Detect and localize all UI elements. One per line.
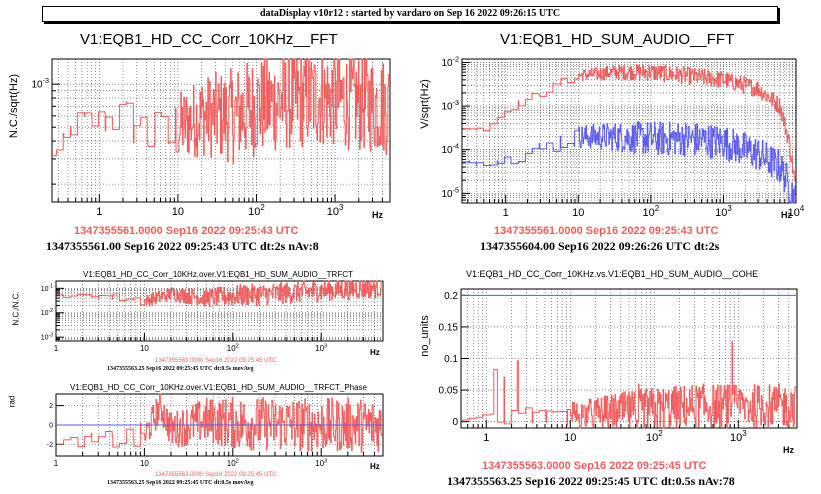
p5-ytick-label: 0	[452, 417, 458, 428]
p2-ytick-label: 10-2	[441, 54, 459, 69]
p5-ytick-label: 0.15	[439, 322, 459, 333]
p2-ytick-label: 10-5	[441, 185, 459, 200]
p3-xtick-label: 1	[54, 344, 59, 353]
p2-xtick-label: 102	[643, 204, 660, 219]
p5-xtick-label: 1	[483, 432, 489, 444]
p1-xtick-label: 10	[172, 206, 184, 218]
panel4-stamp-black: 1347355563.25 Sep16 2022 09:25:45 UTC dt…	[107, 480, 254, 486]
p4-chart: 1 10 102 103 -2 0 2	[47, 393, 384, 468]
p3-chart: 1 10 102 103 10-3 10-2 10-1	[41, 280, 384, 353]
panel1-stamp-black: 1347355561.00 Sep16 2022 09:25:43 UTC dt…	[46, 239, 319, 253]
p1-series-CC_Corr	[53, 58, 389, 164]
p5-xtick-label: 103	[730, 429, 747, 444]
p4-series-Phase	[57, 393, 383, 453]
panel4-xunit: Hz	[370, 462, 380, 471]
p4-xtick-label: 102	[227, 458, 239, 468]
p4-ytick-label: 2	[49, 403, 53, 410]
panel2-stamp-red: 1347355561.0000 Sep16 2022 09:25:43 UTC	[494, 225, 719, 237]
p2-ytick-label: 10-3	[441, 98, 459, 113]
p3-xtick-label: 10	[140, 344, 149, 353]
panel5-xunit: Hz	[783, 445, 794, 455]
p1-xtick-label: 103	[327, 203, 344, 218]
p5-series-COHE	[462, 341, 797, 429]
p5-xtick-label: 10	[564, 432, 576, 444]
p5-ytick-label: 0.2	[444, 291, 458, 302]
p1-xtick-label: 1	[96, 206, 102, 218]
panel3-title: V1:EQB1_HD_CC_Corr_10KHz.over.V1:EQB1_HD…	[83, 270, 353, 279]
panel4-stamp-red: 1347355563.0000 Sep16 2022 09:25:45 UTC	[155, 472, 277, 478]
p3-ytick-label: 10-2	[41, 308, 53, 317]
p5-ytick-label: 0.05	[439, 386, 459, 397]
p5-xtick-label: 102	[646, 429, 663, 444]
p4-ytick-label: 0	[49, 422, 53, 429]
p2-series-SUM_AUDIO	[463, 63, 796, 182]
p4-xtick-label: 10	[140, 459, 149, 468]
p3-xtick-label: 103	[315, 343, 327, 353]
panel3-stamp-red: 1347355563.0000 Sep16 2022 09:25:45 UTC	[155, 358, 277, 364]
panel2-xunit: Hz	[781, 210, 792, 220]
p3-ytick-label: 10-3	[41, 333, 53, 342]
p3-xtick-label: 102	[227, 343, 239, 353]
p4-xtick-label: 1	[54, 459, 59, 468]
panel1-stamp-red: 1347355561.0000 Sep16 2022 09:25:43 UTC	[74, 225, 299, 237]
panel4-title: V1:EQB1_HD_CC_Corr_10KHz.over.V1:EQB1_HD…	[70, 383, 368, 392]
p4-ytick-label: -2	[47, 442, 53, 449]
panel5-stamp-red: 1347355563.0000 Sep16 2022 09:25:45 UTC	[482, 460, 707, 472]
panel2-title: V1:EQB1_HD_SUM_AUDIO__FFT	[500, 31, 735, 48]
p2-xtick-label: 10	[572, 207, 584, 219]
panel2-stamp-black: 1347355604.00 Sep16 2022 09:26:26 UTC dt…	[480, 239, 720, 253]
p2-ytick-label: 10-4	[441, 142, 459, 157]
panel1-xunit: Hz	[372, 210, 383, 220]
p1-xtick-label: 102	[248, 203, 265, 218]
p4-xtick-label: 103	[315, 458, 327, 468]
panel3-xunit: Hz	[370, 348, 380, 357]
p3-series-TRFCT	[57, 280, 383, 308]
panel5-stamp-black: 1347355563.25 Sep16 2022 09:25:45 UTC dt…	[447, 474, 735, 488]
p3-ytick-label: 10-1	[41, 284, 53, 293]
p1-ytick-label: 10-3	[31, 76, 49, 91]
p2-chart: 1 10 102 103 104 10-5 10-4 10-3 10-2	[441, 54, 804, 219]
panel1-title: V1:EQB1_HD_CC_Corr_10KHz__FFT	[80, 31, 338, 48]
p2-xtick-label: 1	[503, 207, 509, 219]
p2-xtick-label: 104	[788, 204, 805, 219]
panel5-title: V1:EQB1_HD_CC_Corr_10KHz.vs.V1:EQB1_HD_S…	[466, 269, 759, 279]
window-title: dataDisplay v10r12 : started by vardaro …	[42, 6, 778, 22]
p2-xtick-label: 103	[715, 204, 732, 219]
p5-ytick-label: 0.1	[444, 354, 458, 365]
p1-chart: 1 10 102 103 10-3	[31, 58, 391, 218]
p2-series-CC_Corr	[463, 121, 796, 204]
panel3-stamp-black: 1347355563.25 Sep16 2022 09:25:45 UTC dt…	[107, 366, 254, 372]
p5-chart: 1 10 102 103 0 0.05 0.1 0.15 0.2	[439, 288, 798, 444]
